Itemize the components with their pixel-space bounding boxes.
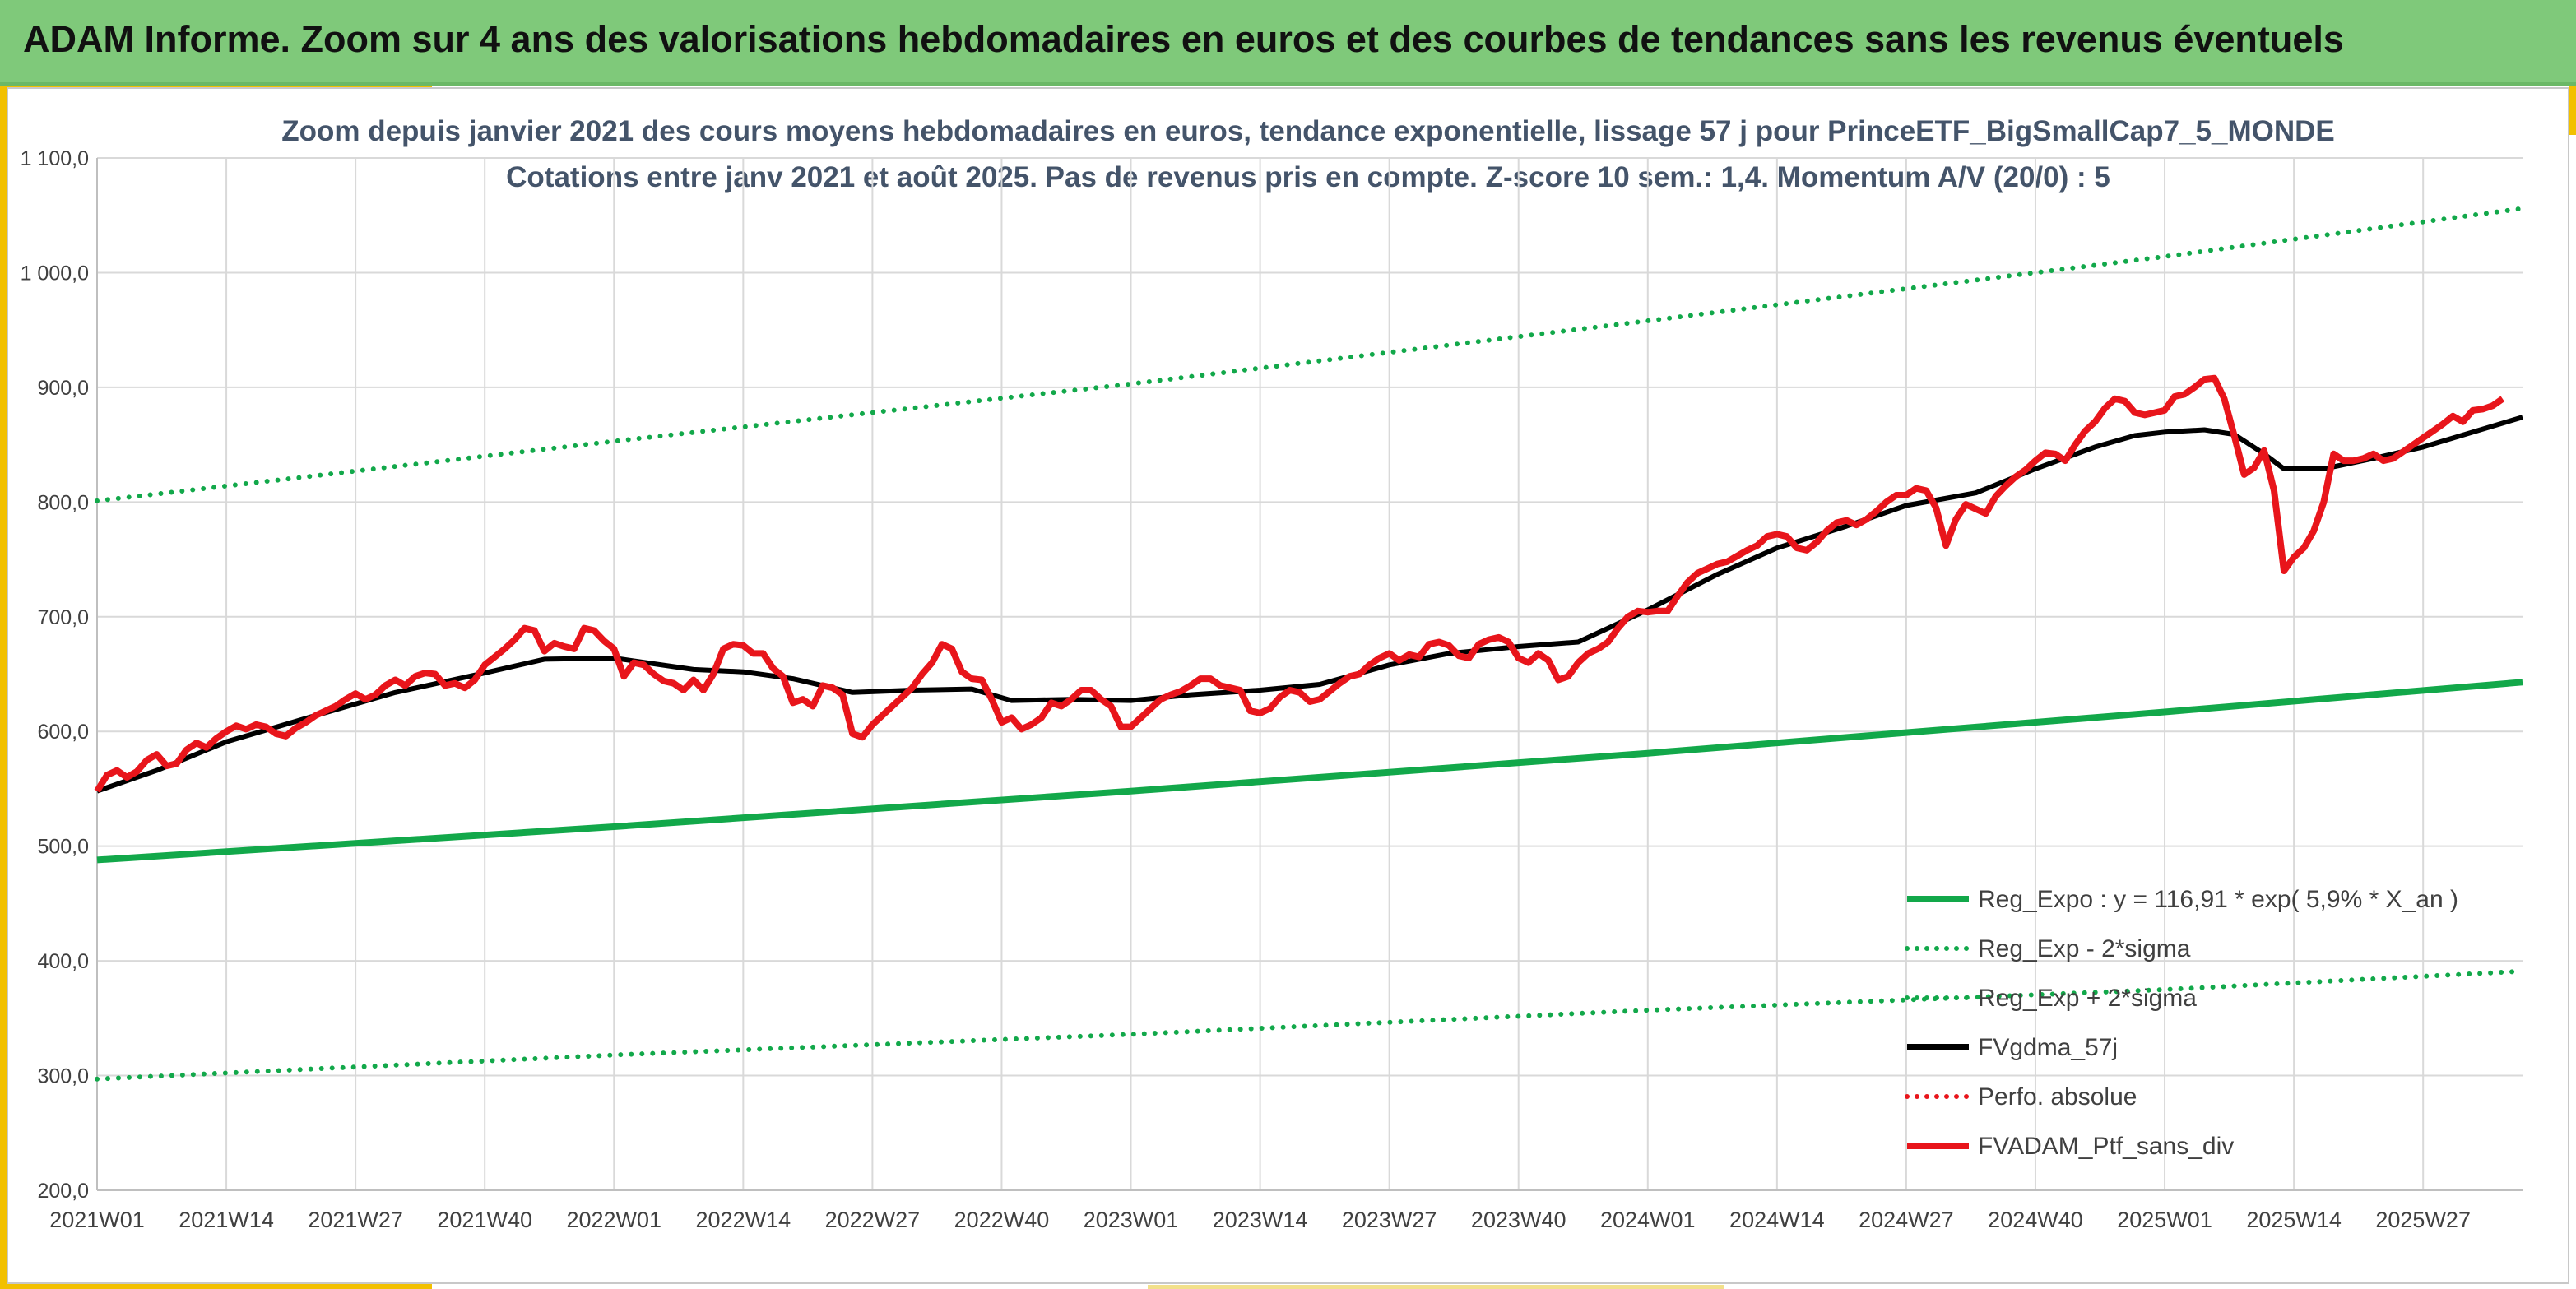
y-tick-label: 300,0	[37, 1065, 89, 1088]
x-tick-label: 2024W40	[1988, 1208, 2083, 1232]
legend-label: Perfo. absolue	[1978, 1083, 2137, 1110]
legend-label: FVgdma_57j	[1978, 1034, 2118, 1061]
x-tick-label: 2022W14	[696, 1208, 791, 1232]
series-line	[96, 679, 2523, 864]
x-tick-label: 2025W14	[2246, 1208, 2342, 1232]
y-tick-label: 400,0	[37, 950, 89, 973]
x-tick-label: 2024W27	[1859, 1208, 1954, 1232]
series-line	[96, 415, 2523, 794]
legend-label: Reg_Expo : y = 116,91 * exp( 5,9% * X_an…	[1978, 886, 2458, 913]
series-line	[94, 374, 2505, 793]
legend: Reg_Expo : y = 116,91 * exp( 5,9% * X_an…	[1905, 886, 2458, 1160]
header-banner: ADAM Informe. Zoom sur 4 ans des valoris…	[0, 0, 2576, 86]
x-tick-label: 2021W14	[179, 1208, 274, 1232]
x-tick-label: 2021W01	[49, 1208, 145, 1232]
x-tick-label: 2025W27	[2375, 1208, 2471, 1232]
x-tick-label: 2023W14	[1213, 1208, 1308, 1232]
y-tick-label: 900,0	[37, 377, 89, 400]
page-title: ADAM Informe. Zoom sur 4 ans des valoris…	[23, 18, 2344, 60]
y-tick-label: 600,0	[37, 721, 89, 744]
legend-label: Reg_Exp - 2*sigma	[1978, 935, 2191, 962]
y-tick-label: 1 100,0	[21, 147, 89, 170]
x-tick-label: 2021W27	[308, 1208, 403, 1232]
x-tick-label: 2023W27	[1342, 1208, 1437, 1232]
x-tick-label: 2021W40	[437, 1208, 532, 1232]
y-tick-label: 500,0	[37, 836, 89, 859]
x-tick-label: 2022W40	[954, 1208, 1050, 1232]
chart-subtitle: Cotations entre janv 2021 et août 2025. …	[506, 161, 2110, 193]
x-tick-label: 2022W01	[566, 1208, 661, 1232]
x-tick-label: 2024W14	[1729, 1208, 1825, 1232]
series-layer	[94, 206, 2525, 1082]
series-line	[95, 206, 2525, 503]
y-tick-label: 700,0	[37, 606, 89, 629]
legend-label: Reg_Exp + 2*sigma	[1978, 985, 2197, 1012]
x-tick-label: 2023W40	[1471, 1208, 1566, 1232]
axis-layer: 1 100,0 1 000,0 900,0 800,0 700,0 600,0 500,0 4…	[21, 147, 2523, 1232]
series-line	[95, 968, 2525, 1082]
frame-accent-right	[2569, 86, 2576, 135]
y-tick-label: 800,0	[37, 491, 89, 514]
x-tick-label: 2023W01	[1084, 1208, 1179, 1232]
x-tick-label: 2022W27	[825, 1208, 921, 1232]
frame-accent-bottom-secondary	[1148, 1285, 1724, 1289]
legend-label: FVADAM_Ptf_sans_div	[1978, 1133, 2234, 1160]
chart-title: Zoom depuis janvier 2021 des cours moyen…	[281, 115, 2335, 147]
grid-layer	[96, 157, 2523, 1191]
x-tick-label: 2025W01	[2117, 1208, 2212, 1232]
y-tick-label: 200,0	[37, 1180, 89, 1203]
y-tick-label: 1 000,0	[21, 262, 89, 285]
chart-title-block: Zoom depuis janvier 2021 des cours moyen…	[99, 109, 2518, 201]
x-tick-label: 2024W01	[1600, 1208, 1696, 1232]
